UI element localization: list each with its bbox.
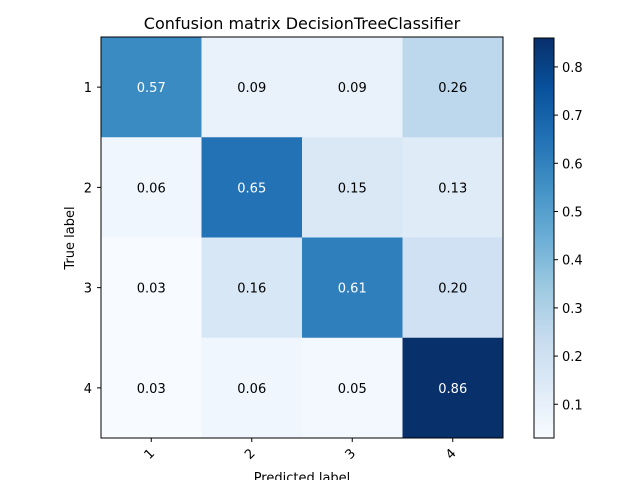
y-tick-label: 4 — [84, 382, 92, 397]
cell-value-label: 0.03 — [137, 382, 166, 397]
heatmap-cell — [201, 237, 303, 339]
heatmap-value-labels: 0.57 0.09 0.09 0.26 0.06 0.65 0.15 0.13 0.03 0.16… — [137, 81, 467, 397]
cell-value-label: 0.09 — [338, 81, 367, 96]
y-tick-label: 2 — [84, 181, 92, 196]
colorbar-ticks: 0.1 0.2 0.3 0.4 0.5 0.6 0.7 0.8 — [554, 61, 583, 413]
chart-title: Confusion matrix DecisionTreeClassifier — [144, 14, 461, 33]
colorbar-tick-label: 0.2 — [562, 350, 583, 365]
x-tick-label: 3 — [343, 446, 359, 462]
cell-value-label: 0.05 — [338, 382, 367, 397]
heatmap-cell — [402, 237, 504, 339]
heatmap-cells — [101, 37, 504, 439]
heatmap-cell — [101, 237, 202, 339]
colorbar-tick-label: 0.3 — [562, 302, 583, 317]
x-tick-label: 1 — [142, 446, 158, 462]
heatmap-cell — [101, 37, 202, 138]
cell-value-label: 0.26 — [438, 81, 467, 96]
colorbar-tick-label: 0.1 — [562, 398, 583, 413]
heatmap-cell — [402, 137, 504, 238]
heatmap-cell — [302, 337, 403, 439]
heatmap-cell — [302, 237, 403, 339]
cell-value-label: 0.20 — [438, 282, 467, 297]
colorbar-tick-label: 0.8 — [562, 61, 583, 76]
colorbar-tick-label: 0.6 — [562, 157, 583, 172]
plot-frame — [100, 36, 504, 439]
x-axis-ticks: 1 2 3 4 — [142, 438, 460, 463]
cell-value-label: 0.13 — [438, 181, 467, 196]
y-axis-label: True label — [63, 206, 78, 270]
heatmap-cell — [101, 337, 202, 439]
heatmap-cell — [302, 37, 403, 138]
cell-value-label: 0.65 — [237, 181, 266, 196]
heatmap-cell — [402, 337, 504, 439]
x-tick-label: 4 — [443, 446, 459, 462]
cell-value-label: 0.03 — [137, 282, 166, 297]
cell-value-label: 0.86 — [438, 382, 467, 397]
y-tick-label: 3 — [84, 282, 92, 297]
cell-value-label: 0.57 — [137, 81, 166, 96]
heatmap-cell — [201, 137, 303, 238]
heatmap-cell — [402, 37, 504, 138]
colorbar-tick-label: 0.7 — [562, 109, 583, 124]
cell-value-label: 0.09 — [237, 81, 266, 96]
colorbar-tick-label: 0.4 — [562, 254, 583, 269]
colorbar — [533, 37, 555, 439]
y-tick-label: 1 — [84, 81, 92, 96]
heatmap-cell — [101, 137, 202, 238]
heatmap-cell — [201, 337, 303, 439]
heatmap-cell — [201, 37, 303, 138]
cell-value-label: 0.16 — [237, 282, 266, 297]
cell-value-label: 0.61 — [338, 282, 367, 297]
cell-value-label: 0.06 — [137, 181, 166, 196]
cell-value-label: 0.06 — [237, 382, 266, 397]
colorbar-tick-label: 0.5 — [562, 205, 583, 220]
y-axis-ticks: 1 2 3 4 — [84, 81, 101, 397]
cell-value-label: 0.15 — [338, 181, 367, 196]
x-axis-label: Predicted label — [254, 471, 351, 480]
x-tick-label: 2 — [242, 446, 258, 462]
heatmap-cell — [302, 137, 403, 238]
